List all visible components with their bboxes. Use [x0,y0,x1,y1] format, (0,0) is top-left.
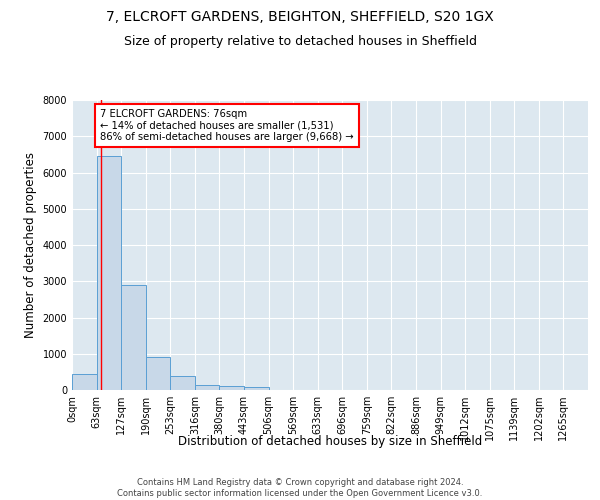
Bar [146,356,170,390]
Bar [121,285,146,390]
Bar [220,386,244,390]
Text: Distribution of detached houses by size in Sheffield: Distribution of detached houses by size … [178,435,482,448]
Bar [97,156,121,390]
Text: Contains HM Land Registry data © Crown copyright and database right 2024.
Contai: Contains HM Land Registry data © Crown c… [118,478,482,498]
Text: 7 ELCROFT GARDENS: 76sqm
← 14% of detached houses are smaller (1,531)
86% of sem: 7 ELCROFT GARDENS: 76sqm ← 14% of detach… [100,109,354,142]
Bar [195,384,220,390]
Bar [244,388,269,390]
Text: Size of property relative to detached houses in Sheffield: Size of property relative to detached ho… [124,35,476,48]
Bar [170,376,195,390]
Bar [72,374,97,390]
Y-axis label: Number of detached properties: Number of detached properties [24,152,37,338]
Text: 7, ELCROFT GARDENS, BEIGHTON, SHEFFIELD, S20 1GX: 7, ELCROFT GARDENS, BEIGHTON, SHEFFIELD,… [106,10,494,24]
